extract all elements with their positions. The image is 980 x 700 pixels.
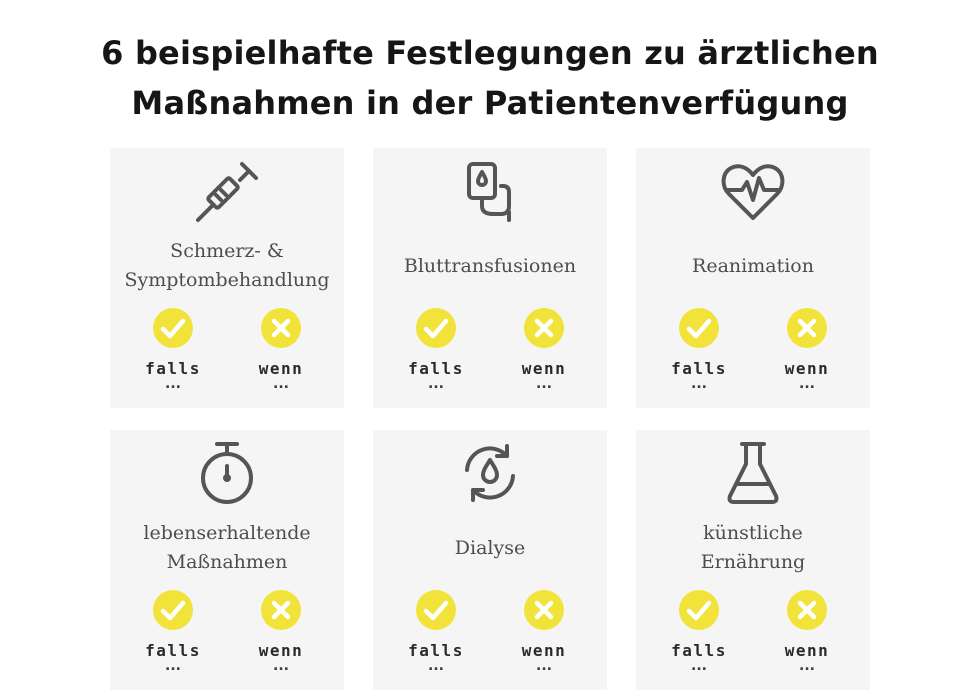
yes-option-label: falls xyxy=(145,359,201,378)
yes-option-label: falls xyxy=(671,641,727,660)
cross-icon xyxy=(524,590,564,630)
card-label-line: Schmerz- & xyxy=(170,240,284,262)
cross-icon xyxy=(261,590,301,630)
cross-icon xyxy=(787,308,827,348)
yes-option-label: falls xyxy=(408,359,464,378)
no-ellipsis: ... xyxy=(273,376,289,392)
page-title-line-2: Maßnahmen in der Patientenverfügung xyxy=(131,84,849,122)
check-icon xyxy=(416,590,456,630)
yes-option-label: falls xyxy=(408,641,464,660)
card-label: Bluttransfusionen xyxy=(404,252,576,281)
flask-icon xyxy=(718,438,788,508)
yes-option-label: falls xyxy=(145,641,201,660)
no-option-label: wenn xyxy=(258,641,304,660)
page-title-line-1: 6 beispielhafte Festlegungen zu ärztlich… xyxy=(101,34,879,72)
yes-ellipsis: ... xyxy=(428,658,444,674)
check-icon xyxy=(679,590,719,630)
card-reanimation: Reanimation falls wenn ... ... xyxy=(636,148,870,408)
check-icon xyxy=(416,308,456,348)
card-lebenserhaltende-massnahmen: lebenserhaltende Maßnahmen falls wenn ..… xyxy=(110,430,344,690)
card-kuenstliche-ernaehrung: künstliche Ernährung falls wenn ... ... xyxy=(636,430,870,690)
yes-ellipsis: ... xyxy=(165,376,181,392)
card-label-line: lebenserhaltende xyxy=(143,522,311,544)
card-label-line: Ernährung xyxy=(700,551,806,573)
card-label-line: Maßnahmen xyxy=(166,551,288,573)
cross-icon xyxy=(524,308,564,348)
no-option-label: wenn xyxy=(521,641,567,660)
dialysis-cycle-icon xyxy=(455,438,525,508)
syringe-icon xyxy=(192,156,262,226)
no-option-label: wenn xyxy=(521,359,567,378)
yes-ellipsis: ... xyxy=(691,376,707,392)
card-label-line: Symptombehandlung xyxy=(124,269,330,291)
cross-icon xyxy=(261,308,301,348)
card-schmerz-symptombehandlung: Schmerz- & Symptombehandlung falls wenn … xyxy=(110,148,344,408)
stopwatch-icon xyxy=(192,438,262,508)
no-option-label: wenn xyxy=(258,359,304,378)
no-ellipsis: ... xyxy=(536,658,552,674)
card-label: lebenserhaltende Maßnahmen xyxy=(143,519,310,577)
card-label-line: Reanimation xyxy=(692,254,814,277)
card-label-line: künstliche xyxy=(703,522,803,544)
no-ellipsis: ... xyxy=(273,658,289,674)
no-ellipsis: ... xyxy=(536,376,552,392)
card-label: Dialyse xyxy=(455,534,525,563)
page-title: 6 beispielhafte Festlegungen zu ärztlich… xyxy=(0,28,980,128)
yes-option-label: falls xyxy=(671,359,727,378)
check-icon xyxy=(153,308,193,348)
yes-ellipsis: ... xyxy=(165,658,181,674)
check-icon xyxy=(679,308,719,348)
no-ellipsis: ... xyxy=(799,658,815,674)
card-dialyse: Dialyse falls wenn ... ... xyxy=(373,430,607,690)
heartbeat-icon xyxy=(718,156,788,226)
iv-bag-icon xyxy=(455,156,525,226)
yes-ellipsis: ... xyxy=(691,658,707,674)
card-label: Reanimation xyxy=(692,252,814,281)
yes-ellipsis: ... xyxy=(428,376,444,392)
check-icon xyxy=(153,590,193,630)
card-label: künstliche Ernährung xyxy=(701,519,805,577)
card-label-line: Bluttransfusionen xyxy=(403,254,577,277)
card-bluttransfusionen: Bluttransfusionen falls wenn ... ... xyxy=(373,148,607,408)
card-label: Schmerz- & Symptombehandlung xyxy=(124,237,329,295)
card-label-line: Dialyse xyxy=(454,536,526,559)
no-ellipsis: ... xyxy=(799,376,815,392)
no-option-label: wenn xyxy=(784,641,830,660)
no-option-label: wenn xyxy=(784,359,830,378)
cross-icon xyxy=(787,590,827,630)
